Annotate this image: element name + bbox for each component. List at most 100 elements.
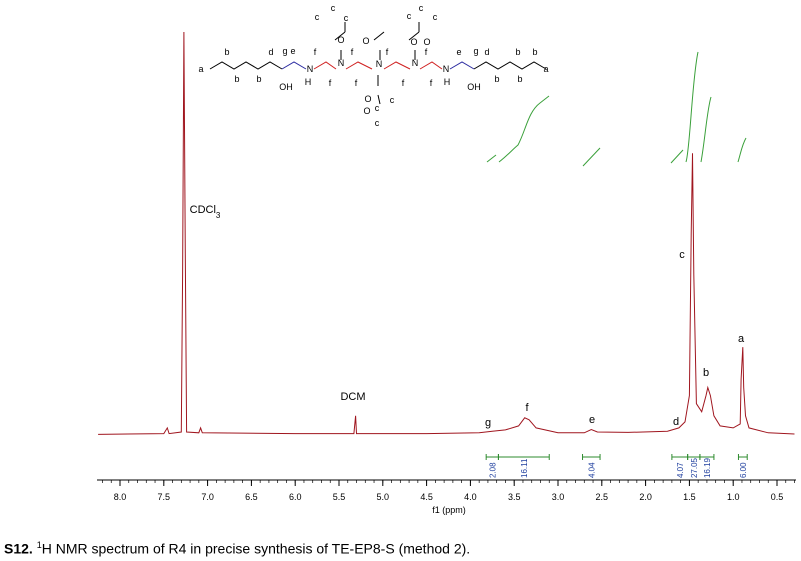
- spectrum-line: [98, 31, 795, 435]
- molecule-atom-label: c: [315, 12, 320, 22]
- tick-label: 7.0: [201, 492, 214, 502]
- tick-label: 1.0: [727, 492, 740, 502]
- tick-label: 0.5: [771, 492, 784, 502]
- molecule-atom-label: a: [198, 64, 203, 74]
- molecule-atom-label: f: [329, 78, 332, 88]
- molecule-atom-label: O: [337, 35, 344, 45]
- tick-label: 5.0: [377, 492, 390, 502]
- tick-label: 4.5: [420, 492, 433, 502]
- molecule-atom-label: g: [473, 46, 478, 56]
- molecule-atom-label: g: [282, 46, 287, 56]
- tick-label: 4.0: [464, 492, 477, 502]
- molecule-atom-label: f: [355, 78, 358, 88]
- molecule-atom-label: c: [331, 3, 336, 13]
- molecule-atom-label: f: [430, 78, 433, 88]
- molecule-atom-label: f: [402, 78, 405, 88]
- molecule-bond: [473, 61, 547, 70]
- molecule-atom-label: c: [344, 13, 349, 23]
- integral-value: 16.11: [520, 458, 529, 478]
- molecule-atom-label: N: [376, 59, 383, 69]
- integral-value: 4.04: [587, 462, 596, 478]
- integration-curves: [486, 51, 747, 167]
- molecule-atom-label: e: [290, 46, 295, 56]
- molecule-atom-label: O: [423, 37, 430, 47]
- molecule-bond: [345, 61, 373, 70]
- figure-caption: S12. 1H NMR spectrum of R4 in precise sy…: [4, 540, 470, 557]
- tick-label: 2.5: [596, 492, 609, 502]
- integral-curve: [582, 147, 601, 167]
- molecule-atom-label: N: [443, 64, 450, 74]
- integral-value: 16.19: [703, 457, 712, 478]
- integral-curve: [685, 51, 699, 163]
- tick-label: 5.5: [333, 492, 346, 502]
- tick-label: 3.0: [552, 492, 565, 502]
- caption-superscript: 1: [36, 540, 42, 550]
- molecule-atom-label: c: [375, 103, 380, 113]
- molecule-bond: [281, 61, 307, 70]
- peak-labels: CDCl3 DCM g f e d c b a: [190, 204, 745, 429]
- integral-curve: [670, 149, 684, 164]
- molecule-atom-label: b: [224, 47, 229, 57]
- peak-label-d: d: [673, 416, 679, 428]
- molecule-bond: [419, 61, 443, 70]
- molecule-atom-label: c: [390, 95, 395, 105]
- molecule-atom-label: N: [412, 58, 419, 68]
- integral-curve: [498, 95, 550, 163]
- caption-text: H NMR spectrum of R4 in precise synthesi…: [41, 540, 471, 557]
- peak-label-g: g: [485, 417, 491, 429]
- tick-label: 7.5: [158, 492, 171, 502]
- molecule-atom-label: a: [543, 64, 548, 74]
- tick-label: 3.5: [508, 492, 521, 502]
- integral-curve: [486, 154, 497, 163]
- molecule-atom-label: b: [515, 47, 520, 57]
- molecule-bond: [449, 61, 475, 70]
- integral-value: 4.07: [676, 462, 685, 478]
- molecule-atom-label: f: [351, 47, 354, 57]
- x-axis-label: f1 (ppm): [432, 505, 466, 515]
- molecule-atom-label: N: [338, 58, 345, 68]
- molecule-atom-label: b: [234, 74, 239, 84]
- molecule-atom-label: c: [375, 118, 380, 128]
- molecule-atom-label: N: [307, 64, 314, 74]
- molecule-atom-label: d: [484, 47, 489, 57]
- molecule-bond: [373, 31, 385, 41]
- molecule-bond: [209, 61, 283, 70]
- peak-label-b: b: [703, 367, 709, 379]
- molecule-bond: [383, 61, 411, 70]
- molecule-bond: [313, 61, 337, 70]
- molecule-atom-label: c: [433, 12, 438, 22]
- molecule-bond: [408, 31, 420, 41]
- peak-label-e: e: [589, 414, 595, 426]
- molecule-atom-label: b: [532, 47, 537, 57]
- molecule-atom-label: d: [268, 47, 273, 57]
- x-axis: 8.0 7.5 7.0 6.5 6.0 5.5 5.0 4.5 4.0 3.5 3.0 2.5 2.0 1…: [97, 479, 796, 502]
- molecule-atom-label: f: [425, 47, 428, 57]
- peak-label-c: c: [679, 249, 685, 261]
- tick-label: 6.5: [245, 492, 258, 502]
- molecule-atom-label: H: [444, 77, 451, 87]
- integral-value: 2.08: [488, 462, 497, 478]
- integral-value: 6.00: [739, 462, 748, 478]
- molecule-atom-label: OH: [279, 82, 293, 92]
- molecule-atom-label: c: [407, 11, 412, 21]
- molecule-atom-label: H: [305, 77, 312, 87]
- molecule-bond: [377, 94, 381, 105]
- tick-label: 1.5: [683, 492, 696, 502]
- integral-value: 27.05: [690, 457, 699, 478]
- peak-label-a: a: [738, 333, 745, 345]
- molecule-atom-label: O: [364, 94, 371, 104]
- peak-label-dcm: DCM: [340, 391, 365, 403]
- molecule-atom-label: e: [456, 47, 461, 57]
- integral-curve: [737, 137, 747, 163]
- molecule-bond: [334, 31, 346, 41]
- peak-label-f: f: [525, 402, 529, 414]
- molecule-atom-label: O: [363, 106, 370, 116]
- tick-label: 6.0: [289, 492, 302, 502]
- peak-label-cdcl: CDCl3: [190, 204, 221, 220]
- molecule-atom-label: O: [362, 36, 369, 46]
- molecule-atom-label: f: [314, 47, 317, 57]
- tick-label: 2.0: [639, 492, 652, 502]
- integral-bars: 2.08 16.11 4.04 4.07 27.05 16.19 6.00: [485, 454, 748, 478]
